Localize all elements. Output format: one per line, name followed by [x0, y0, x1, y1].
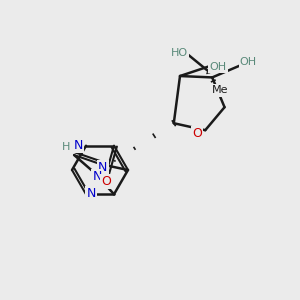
Text: N: N — [98, 161, 107, 174]
Text: N: N — [93, 170, 102, 183]
Text: HO: HO — [171, 48, 188, 58]
Text: O: O — [192, 127, 202, 140]
Text: H: H — [62, 142, 70, 152]
Text: N: N — [86, 187, 96, 200]
Text: O: O — [101, 175, 111, 188]
Text: OH: OH — [240, 57, 257, 68]
Text: Me: Me — [212, 85, 229, 95]
Text: N: N — [73, 139, 83, 152]
Text: OH: OH — [209, 62, 226, 72]
